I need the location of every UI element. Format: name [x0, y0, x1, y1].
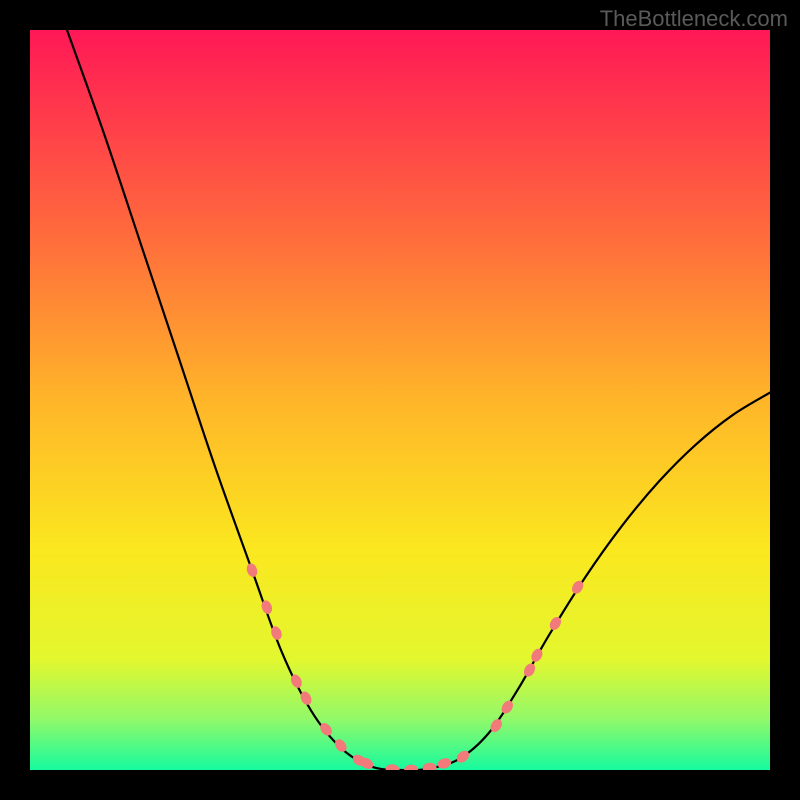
chart-container: TheBottleneck.com — [0, 0, 800, 800]
curve-overlay — [30, 30, 770, 770]
curve-marker — [454, 748, 471, 765]
curve-marker — [385, 763, 400, 770]
curve-marker — [436, 756, 452, 770]
curve-marker — [522, 662, 538, 679]
curve-marker — [404, 764, 418, 770]
curve-marker — [529, 647, 545, 664]
curve-marker — [245, 562, 259, 579]
plot-area — [30, 30, 770, 770]
curve-marker — [422, 762, 436, 770]
curve-marker — [499, 699, 515, 716]
curve-markers — [245, 562, 586, 770]
watermark-text: TheBottleneck.com — [600, 6, 788, 32]
bottleneck-curve — [67, 30, 770, 770]
